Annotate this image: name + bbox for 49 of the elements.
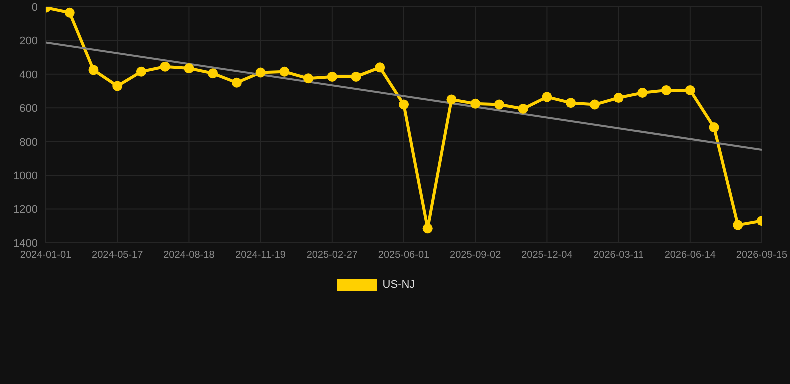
y-tick-label: 800	[20, 136, 38, 149]
point	[351, 72, 362, 82]
x-tick-label: 2025-12-04	[522, 250, 574, 262]
x-tick-label: 2024-05-17	[92, 250, 144, 262]
point	[208, 68, 218, 79]
point	[327, 72, 338, 82]
point	[494, 100, 504, 110]
point	[64, 8, 75, 18]
point	[184, 64, 194, 74]
point	[88, 65, 99, 76]
point	[422, 224, 433, 234]
y-tick-label: 1400	[14, 238, 38, 250]
x-tick-label: 2024-08-18	[164, 250, 216, 262]
point	[136, 66, 146, 77]
point	[685, 85, 696, 96]
point	[112, 81, 123, 92]
x-tick-label: 2024-01-01	[20, 250, 72, 262]
point	[518, 104, 528, 114]
point	[614, 93, 624, 104]
point	[542, 92, 552, 102]
y-tick-label: 600	[20, 103, 38, 116]
x-tick-label: 2025-09-02	[450, 250, 502, 262]
point	[232, 78, 242, 88]
point	[399, 100, 409, 110]
point	[709, 122, 720, 133]
point	[566, 98, 576, 108]
y-tick-label: 400	[20, 69, 38, 82]
point	[733, 220, 744, 230]
point	[375, 62, 386, 73]
point	[638, 88, 648, 98]
point	[256, 68, 266, 78]
y-tick-label: 200	[20, 36, 38, 48]
x-tick-label: 2026-03-11	[594, 250, 644, 262]
point	[662, 85, 672, 96]
point	[590, 100, 600, 110]
point	[470, 98, 481, 109]
legend-label: US-NJ	[382, 279, 416, 291]
x-tick-label: 2026-06-14	[664, 250, 716, 262]
point	[446, 94, 457, 105]
x-tick-label: 2025-02-27	[306, 250, 358, 262]
y-tick-label: 1000	[14, 170, 38, 182]
y-tick-label: 1200	[14, 204, 38, 216]
point	[160, 62, 170, 72]
point	[304, 74, 314, 84]
x-tick-label: 2026-09-15	[736, 250, 788, 262]
x-tick-label: 2024-11-19	[236, 250, 286, 262]
y-tick-label: 0	[32, 2, 38, 14]
x-tick-label: 2025-06-01	[378, 250, 430, 262]
point	[280, 66, 290, 77]
